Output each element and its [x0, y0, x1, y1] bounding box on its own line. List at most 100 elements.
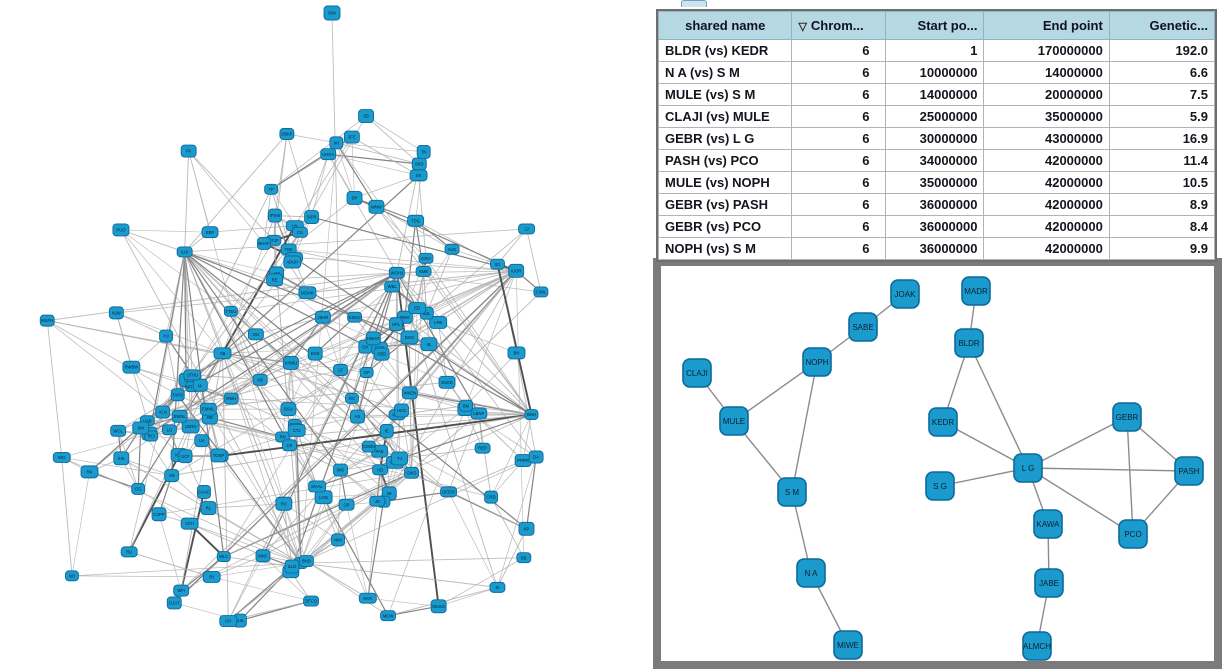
network-node[interactable]: NO: [65, 570, 79, 582]
subnetwork-edge-lg-gebr[interactable]: [1027, 416, 1128, 469]
column-header-end-point[interactable]: End point: [983, 11, 1110, 40]
network-node[interactable]: TDG: [407, 214, 425, 227]
subnetwork-edge-bldr-lg[interactable]: [968, 342, 1029, 469]
network-node[interactable]: SKD: [411, 157, 427, 171]
network-node[interactable]: JFE: [343, 130, 360, 144]
network-node[interactable]: CFH: [180, 517, 199, 530]
network-node[interactable]: GIKS: [404, 466, 419, 479]
subnetwork-node-sg[interactable]: S G: [925, 471, 955, 501]
network-node[interactable]: RL: [200, 501, 217, 516]
subnetwork-node-madr[interactable]: MADR: [961, 276, 991, 306]
network-node[interactable]: TOSP: [210, 448, 227, 463]
network-node[interactable]: SD: [358, 109, 374, 124]
network-node[interactable]: ICRA: [418, 252, 434, 264]
network-node[interactable]: WKEN: [401, 386, 418, 400]
network-node[interactable]: HD: [372, 464, 389, 476]
network-node[interactable]: WCL: [110, 424, 127, 437]
network-node[interactable]: BNH: [524, 409, 539, 421]
network-node[interactable]: LF: [333, 364, 348, 376]
subnetwork-node-lg[interactable]: L G: [1013, 453, 1043, 483]
network-node[interactable]: TJ: [391, 451, 408, 466]
network-node[interactable]: TAPO: [170, 388, 185, 402]
table-row[interactable]: MULE (vs) NOPH 6 35000000 42000000 10.5: [657, 171, 1216, 194]
column-header-shared-name[interactable]: shared name: [657, 11, 793, 40]
network-node[interactable]: KSGU: [347, 311, 363, 323]
subnetwork-edge-gebr-pco[interactable]: [1126, 416, 1134, 535]
network-node[interactable]: IIL: [420, 337, 438, 352]
subnetwork-node-kedr[interactable]: KEDR: [928, 407, 958, 437]
network-node[interactable]: BND: [298, 555, 314, 568]
network-node[interactable]: KKR: [358, 592, 377, 604]
network-node[interactable]: DBKP: [279, 128, 295, 140]
network-node[interactable]: LDRN: [181, 419, 200, 434]
network-node[interactable]: TTEU: [223, 305, 238, 317]
network-node[interactable]: LPB: [429, 316, 448, 329]
network-node[interactable]: KB: [252, 373, 268, 386]
network-node[interactable]: KM: [132, 421, 150, 435]
network-node[interactable]: HMAG: [365, 331, 381, 346]
column-header-genetic[interactable]: Genetic...: [1108, 11, 1216, 40]
network-node[interactable]: FK: [180, 144, 197, 158]
network-node[interactable]: BM: [459, 399, 473, 412]
subnetwork-node-almch[interactable]: ALMCH: [1022, 631, 1052, 661]
network-node[interactable]: UA: [194, 434, 210, 448]
network-node[interactable]: EWNL: [171, 409, 188, 423]
network-node[interactable]: IE: [379, 424, 394, 438]
subnetwork-node-pash[interactable]: PASH: [1174, 456, 1204, 486]
network-node[interactable]: MOHK: [298, 286, 317, 300]
network-node[interactable]: BSU: [280, 402, 297, 417]
network-node[interactable]: GP: [359, 367, 374, 378]
network-node[interactable]: NMI: [331, 533, 345, 547]
subnetwork-node-claji[interactable]: CLAJI: [682, 358, 712, 388]
subnetwork-canvas[interactable]: JOAK SABE NOPH CLAJI MULE S M N A MIWE MADR BLDR K…: [655, 270, 1222, 669]
network-node[interactable]: UHGA: [320, 148, 337, 161]
network-node[interactable]: AN: [164, 469, 180, 483]
network-node[interactable]: RI: [202, 570, 221, 583]
subnetwork-node-sabe[interactable]: SABE: [848, 312, 878, 342]
subnetwork-node-na[interactable]: N A: [796, 558, 826, 588]
network-node[interactable]: REP: [474, 442, 491, 454]
subnetwork-edge-lg-pash[interactable]: [1027, 467, 1190, 472]
network-node[interactable]: HJ: [159, 329, 174, 343]
table-row[interactable]: GEBR (vs) PASH 6 36000000 42000000 8.9: [657, 193, 1216, 216]
network-node[interactable]: OJAT: [166, 596, 182, 610]
subnetwork-node-gebr[interactable]: GEBR: [1112, 402, 1142, 432]
network-node[interactable]: DA: [528, 450, 544, 464]
table-row[interactable]: GEBR (vs) L G 6 30000000 43000000 16.9: [657, 127, 1216, 150]
subnetwork-node-jabe[interactable]: JABE: [1034, 568, 1064, 598]
network-node[interactable]: MUSO: [430, 599, 447, 614]
network-node[interactable]: KHMU: [282, 355, 299, 370]
table-row[interactable]: CLAJI (vs) MULE 6 25000000 35000000 5.9: [657, 105, 1216, 128]
network-node[interactable]: CU: [291, 226, 308, 238]
network-node[interactable]: IKI: [329, 136, 344, 150]
subnetwork-edge-noph-sm[interactable]: [791, 361, 818, 493]
table-row[interactable]: N A (vs) S M 6 10000000 14000000 6.6: [657, 61, 1216, 84]
network-node[interactable]: GGOH: [361, 440, 376, 453]
network-node[interactable]: DEEW: [440, 486, 457, 498]
network-node[interactable]: WFI: [173, 584, 190, 597]
network-node[interactable]: CAPP: [151, 507, 167, 522]
network-node[interactable]: ADUH: [283, 255, 302, 269]
column-header-chrom[interactable]: ▽ Chrom...: [791, 11, 887, 40]
table-row[interactable]: PASH (vs) PCO 6 34000000 42000000 11.4: [657, 149, 1216, 172]
subnetwork-edge-lg-pco[interactable]: [1027, 467, 1134, 535]
network-node[interactable]: ESSD: [438, 375, 456, 389]
network-node[interactable]: MNC: [255, 549, 271, 563]
subnetwork-node-kawa[interactable]: KAWA: [1033, 509, 1063, 539]
network-node[interactable]: CH: [219, 615, 238, 628]
table-row[interactable]: GEBR (vs) PCO 6 36000000 42000000 8.4: [657, 215, 1216, 238]
network-node[interactable]: IUOR: [508, 263, 525, 278]
network-node[interactable]: KP: [518, 521, 535, 536]
network-node[interactable]: WEL: [384, 280, 401, 293]
network-node[interactable]: ALN: [155, 405, 171, 419]
network-node[interactable]: ED: [408, 302, 427, 315]
network-node[interactable]: WO: [52, 451, 71, 463]
network-node[interactable]: SIPR: [304, 210, 320, 224]
main-network-canvas[interactable]: DSGIUJILGICMDEEWGGBINCBCIWFISIPRPUOMIJNR…: [0, 0, 653, 669]
subnetwork-node-pco[interactable]: PCO: [1118, 519, 1148, 549]
network-node[interactable]: RE: [266, 273, 284, 287]
network-node[interactable]: JD: [369, 495, 386, 507]
network-node[interactable]: MCW: [380, 610, 397, 622]
network-node[interactable]: DFCO: [303, 595, 320, 607]
network-node[interactable]: LOG: [314, 490, 333, 505]
